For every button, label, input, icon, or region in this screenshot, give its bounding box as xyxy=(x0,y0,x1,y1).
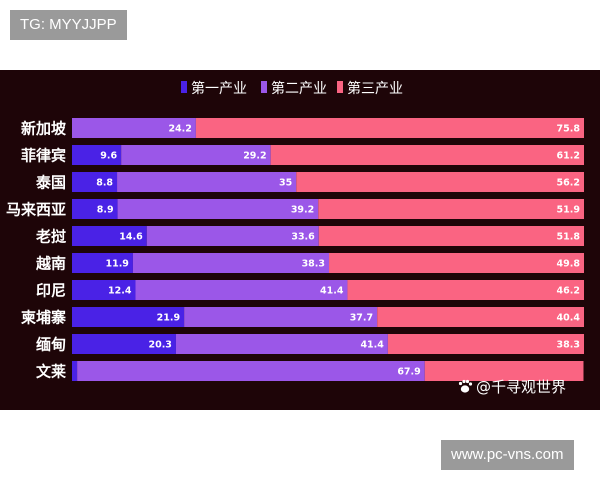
data-label: 49.8 xyxy=(557,259,581,270)
bar-segment-1 xyxy=(72,145,122,165)
legend-label-2: 第二产业 xyxy=(271,80,327,97)
source-tag: TG: MYYJJPP xyxy=(10,10,127,40)
chart-panel: 第一产业 第二产业 第三产业 新加坡 24.2 75.8 菲律宾 9.6 29.2 61.2 泰国… xyxy=(0,70,600,410)
data-label: 39.2 xyxy=(291,205,314,216)
bar-segment-1 xyxy=(72,334,176,354)
bar-segment-1 xyxy=(72,307,185,327)
bar-segment-3 xyxy=(329,253,584,273)
bar-segment-3 xyxy=(318,226,584,246)
data-label: 9.6 xyxy=(100,151,117,162)
data-label: 12.4 xyxy=(108,286,132,297)
category-label: 越南 xyxy=(35,255,66,273)
bar-segment-3 xyxy=(270,145,584,165)
data-label: 33.6 xyxy=(291,232,315,243)
data-label: 51.9 xyxy=(557,205,580,216)
data-label: 41.4 xyxy=(360,340,384,351)
data-label: 38.3 xyxy=(302,259,325,270)
stacked-bar-chart: 第一产业 第二产业 第三产业 新加坡 24.2 75.8 菲律宾 9.6 29.2 61.2 泰国… xyxy=(6,80,585,396)
bar-segment-2 xyxy=(121,145,271,165)
bar-segment-3 xyxy=(296,172,584,192)
bar-segment-3 xyxy=(424,361,584,381)
bar-segment-3 xyxy=(377,307,584,327)
category-label: 柬埔寨 xyxy=(21,309,66,327)
data-label: 11.9 xyxy=(105,259,128,270)
category-label: 老挝 xyxy=(35,228,67,246)
category-label: 菲律宾 xyxy=(21,147,66,165)
bar-segment-1 xyxy=(72,361,78,381)
category-label: 印尼 xyxy=(36,282,66,300)
category-label: 泰国 xyxy=(35,174,66,192)
bar-segment-2 xyxy=(117,172,297,192)
paw-icon xyxy=(458,379,473,393)
category-label: 文莱 xyxy=(36,363,66,381)
bar-segment-2 xyxy=(184,307,378,327)
data-label: 67.9 xyxy=(397,367,420,378)
data-label: 75.8 xyxy=(557,124,581,135)
bar-segment-1 xyxy=(72,172,118,192)
data-label: 35 xyxy=(279,178,292,189)
category-label: 缅甸 xyxy=(36,336,66,354)
bars-group: 新加坡 24.2 75.8 菲律宾 9.6 29.2 61.2 泰国 8.8 35 56.2 马来西亚… xyxy=(6,118,585,381)
data-label: 37.7 xyxy=(350,313,373,324)
legend-label-1: 第一产业 xyxy=(191,80,247,97)
data-label: 20.3 xyxy=(148,340,171,351)
data-label: 51.8 xyxy=(557,232,581,243)
legend-label-3: 第三产业 xyxy=(347,80,403,97)
bar-segment-2 xyxy=(175,334,388,354)
data-label: 41.4 xyxy=(320,286,344,297)
bar-segment-1 xyxy=(72,253,133,273)
data-label: 38.3 xyxy=(557,340,580,351)
bar-segment-1 xyxy=(72,280,136,300)
bar-segment-1 xyxy=(72,226,147,246)
data-label: 8.9 xyxy=(97,205,114,216)
bar-segment-3 xyxy=(387,334,584,354)
bar-segment-3 xyxy=(318,199,584,219)
data-label: 29.2 xyxy=(243,151,266,162)
bar-segment-2 xyxy=(117,199,319,219)
legend-swatch-2 xyxy=(261,81,267,93)
bar-segment-2 xyxy=(135,280,348,300)
legend-swatch-3 xyxy=(337,81,343,93)
site-tag: www.pc-vns.com xyxy=(441,440,574,470)
bar-segment-2 xyxy=(132,253,330,273)
category-label: 新加坡 xyxy=(21,120,66,138)
data-label: 46.2 xyxy=(557,286,580,297)
data-label: 8.8 xyxy=(96,178,113,189)
bar-segment-2 xyxy=(146,226,319,246)
watermark: @千寻观世界 xyxy=(476,378,566,396)
bar-segment-3 xyxy=(347,280,584,300)
bar-segment-2 xyxy=(72,118,196,138)
category-label: 马来西亚 xyxy=(6,201,66,219)
data-label: 21.9 xyxy=(157,313,180,324)
legend-swatch-1 xyxy=(181,81,187,93)
data-label: 61.2 xyxy=(557,151,580,162)
bar-segment-1 xyxy=(72,199,118,219)
data-label: 24.2 xyxy=(168,124,191,135)
legend: 第一产业 第二产业 第三产业 xyxy=(181,80,403,97)
bar-segment-2 xyxy=(77,361,425,381)
bar-segment-3 xyxy=(195,118,585,138)
data-label: 56.2 xyxy=(557,178,580,189)
data-label: 14.6 xyxy=(119,232,143,243)
data-label: 40.4 xyxy=(557,313,581,324)
